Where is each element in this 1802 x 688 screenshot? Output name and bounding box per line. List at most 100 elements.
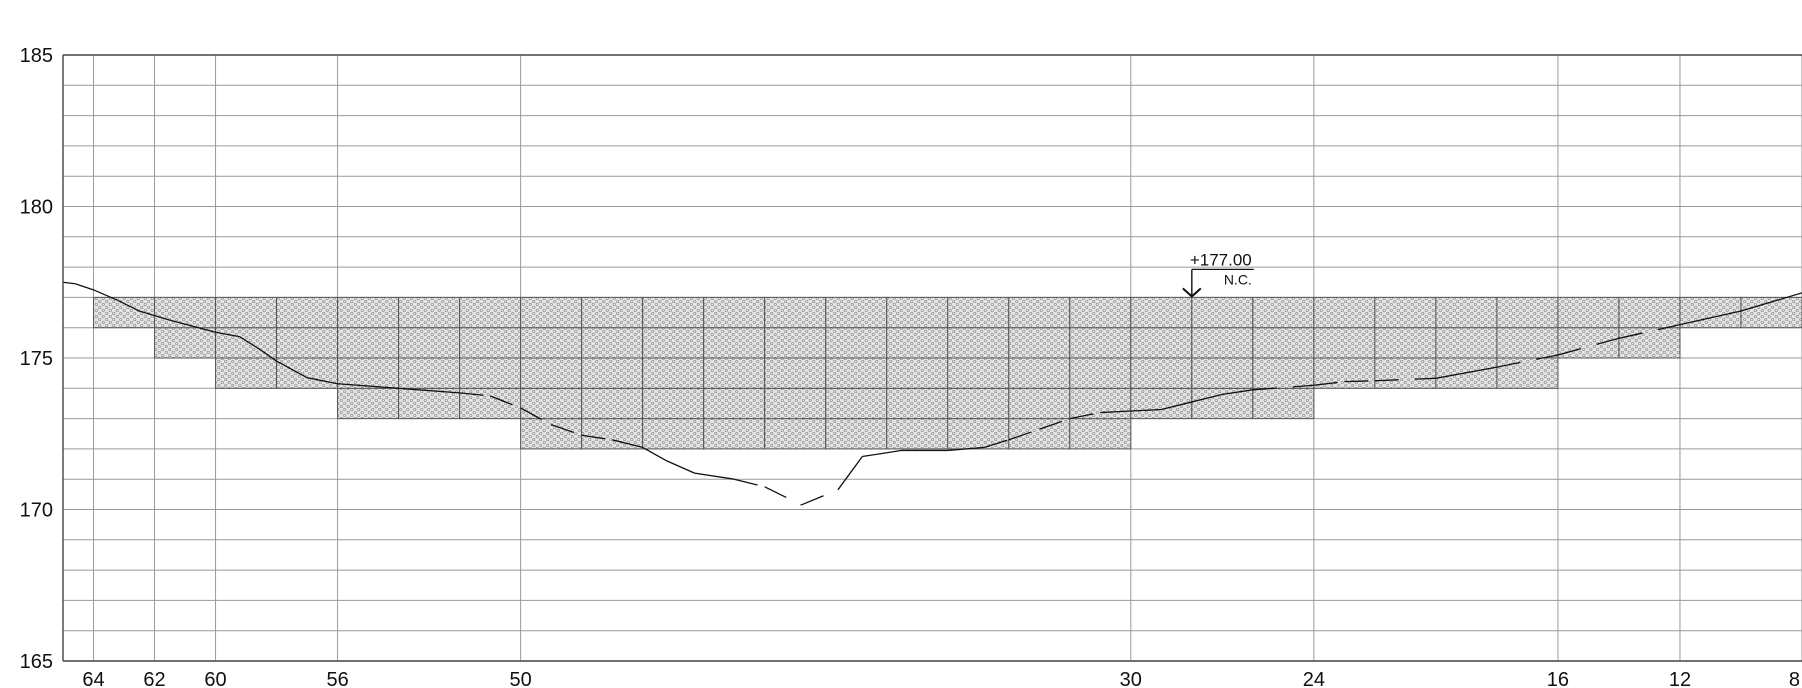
- profile-segment: [139, 310, 170, 321]
- riprap-block: [886, 387, 949, 420]
- riprap-block: [1496, 327, 1559, 359]
- riprap-block: [825, 357, 888, 389]
- profile-segment: [276, 360, 308, 379]
- profile-segment: [1496, 354, 1559, 368]
- profile-segment: [1252, 384, 1314, 391]
- riprap-block: [886, 418, 949, 450]
- y-tick-label: 185: [20, 45, 53, 67]
- riprap-block: [1008, 327, 1071, 359]
- x-tick-label: 16: [1547, 669, 1569, 688]
- profile-segment: [1313, 380, 1345, 386]
- riprap-block: [1435, 327, 1498, 359]
- profile-segment: [74, 283, 94, 291]
- profile-segment: [642, 446, 668, 462]
- water-level-annotation: +177.00 N.C.: [1182, 250, 1254, 298]
- profile-segment: [260, 349, 277, 362]
- riprap-block: [520, 357, 583, 389]
- riprap-block: [215, 357, 278, 389]
- riprap-block: [1496, 357, 1559, 389]
- riprap-block: [520, 327, 583, 359]
- riprap-block: [276, 327, 339, 359]
- x-tick-label: 64: [82, 669, 104, 688]
- riprap-block: [398, 327, 461, 359]
- riprap-block: [1374, 296, 1437, 329]
- chart-frame: [62, 54, 1802, 662]
- riprap-block: [520, 418, 583, 450]
- riprap-block: [1313, 296, 1376, 329]
- riprap-block: [1374, 327, 1437, 359]
- riprap-block: [520, 296, 583, 329]
- profile-segment: [117, 299, 140, 312]
- profile-segment: [1344, 380, 1375, 383]
- profile-segment: [337, 383, 399, 389]
- riprap-block: [764, 296, 827, 329]
- profile-segment: [1374, 377, 1436, 382]
- riprap-block: [1008, 296, 1071, 329]
- riprap-block: [1130, 357, 1193, 389]
- riprap-block: [764, 327, 827, 359]
- riprap-block: [642, 357, 705, 389]
- riprap-block: [581, 418, 644, 450]
- profile-segment: [306, 377, 338, 385]
- profile-segment: [862, 449, 903, 458]
- riprap-block: [398, 296, 461, 329]
- riprap-block: [703, 418, 766, 450]
- profile-segment: [1557, 337, 1620, 356]
- riprap-block: [642, 418, 705, 450]
- riprap-block: [154, 327, 217, 359]
- profile-segment: [489, 395, 521, 409]
- profile-segment: [93, 289, 119, 302]
- riprap-block: [947, 327, 1010, 359]
- riprap-block: [886, 357, 949, 389]
- down-arrow-icon: [1182, 287, 1202, 298]
- profile-segment: [1161, 401, 1192, 411]
- y-tick-label: 180: [20, 197, 53, 219]
- riprap-block: [337, 296, 400, 329]
- riprap-block: [886, 327, 949, 359]
- ground-profile: [62, 281, 1802, 506]
- riprap-block: [581, 357, 644, 389]
- riprap-block: [1069, 357, 1132, 389]
- riprap-block: [825, 387, 888, 420]
- riprap-block: [337, 327, 400, 359]
- riprap-block: [337, 387, 400, 420]
- riprap-block: [1069, 387, 1132, 420]
- riprap-block: [1496, 296, 1559, 329]
- nc-label: N.C.: [1224, 271, 1252, 287]
- x-tick-label: 60: [204, 669, 226, 688]
- riprap-block: [459, 357, 522, 389]
- riprap-block: [215, 296, 278, 329]
- riprap-block: [947, 357, 1010, 389]
- riprap-block: [1252, 296, 1315, 329]
- x-tick-label: 24: [1303, 669, 1325, 688]
- elevation-label: +177.00: [1190, 250, 1252, 269]
- riprap-block: [1252, 387, 1315, 420]
- x-tick-label: 62: [143, 669, 165, 688]
- profile-segment: [459, 392, 491, 397]
- riprap-block: [1008, 418, 1071, 450]
- profile-segment: [1618, 324, 1681, 339]
- riprap-block: [825, 327, 888, 359]
- riprap-block: [1435, 296, 1498, 329]
- profile-segment: [612, 439, 643, 449]
- riprap-block: [1130, 327, 1193, 359]
- riprap-block: [703, 327, 766, 359]
- riprap-block: [703, 387, 766, 420]
- riprap-block: [703, 357, 766, 389]
- riprap-blocks: [93, 296, 1802, 450]
- x-tick-label: 56: [326, 669, 348, 688]
- riprap-block: [459, 387, 522, 420]
- riprap-block: [642, 387, 705, 420]
- riprap-block: [1252, 357, 1315, 389]
- riprap-block: [825, 296, 888, 329]
- profile-segment: [801, 489, 839, 506]
- y-axis-labels: 185 180 175 170 165: [20, 45, 53, 673]
- riprap-block: [581, 296, 644, 329]
- profile-segment: [550, 424, 582, 436]
- riprap-block: [1130, 387, 1193, 420]
- profile-segment: [984, 439, 1009, 449]
- riprap-block: [1313, 327, 1376, 359]
- profile-segment: [520, 407, 552, 426]
- riprap-block: [1008, 357, 1071, 389]
